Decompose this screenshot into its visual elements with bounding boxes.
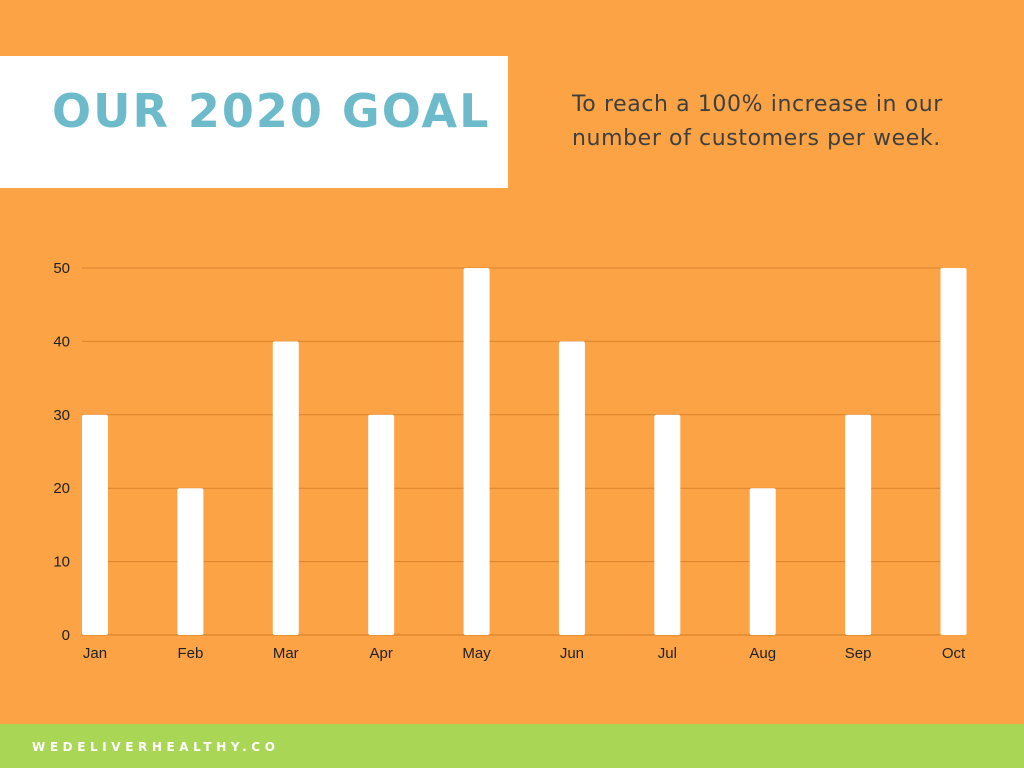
bar-apr bbox=[368, 414, 395, 635]
page-title: OUR 2020 GOAL bbox=[52, 84, 491, 138]
bar-jul bbox=[654, 414, 681, 635]
y-axis-ticks: 0 10 20 30 40 50 bbox=[53, 260, 70, 644]
subtitle: To reach a 100% increase in our number o… bbox=[572, 92, 943, 151]
bar-jun bbox=[558, 341, 585, 635]
bar-may bbox=[463, 268, 490, 635]
bar-aug bbox=[749, 488, 776, 635]
bar-jan bbox=[82, 414, 108, 635]
bars bbox=[82, 268, 967, 635]
y-tick-label: 40 bbox=[53, 333, 70, 350]
y-tick-label: 50 bbox=[53, 260, 70, 277]
y-tick-label: 20 bbox=[53, 480, 70, 497]
x-tick-label: May bbox=[462, 645, 491, 662]
x-tick-label: Jan bbox=[83, 645, 107, 662]
y-tick-label: 30 bbox=[53, 407, 70, 424]
bar-feb bbox=[177, 488, 204, 635]
x-tick-label: Mar bbox=[273, 645, 299, 662]
y-tick-label: 10 bbox=[53, 554, 70, 571]
bar-oct bbox=[940, 268, 967, 635]
footer-url: WEDELIVERHEALTHY.CO bbox=[32, 740, 280, 754]
x-tick-label: Jun bbox=[560, 645, 584, 662]
gridlines bbox=[82, 267, 940, 636]
bar-mar bbox=[272, 341, 299, 635]
x-tick-label: Oct bbox=[942, 645, 966, 662]
x-tick-label: Sep bbox=[845, 645, 872, 662]
x-tick-label: Jul bbox=[658, 645, 677, 662]
x-tick-label: Aug bbox=[749, 645, 776, 662]
y-tick-label: 0 bbox=[62, 627, 70, 644]
title-box bbox=[0, 56, 508, 188]
x-tick-label: Apr bbox=[369, 645, 392, 662]
bar-sep bbox=[845, 414, 872, 635]
footer-band bbox=[0, 724, 1024, 768]
bar-chart: 0 10 20 30 40 50 Jan Feb Mar Apr May Jun Jul Aug Sep O… bbox=[53, 260, 967, 662]
x-tick-label: Feb bbox=[177, 645, 203, 662]
x-axis-ticks: Jan Feb Mar Apr May Jun Jul Aug Sep Oct bbox=[83, 645, 966, 662]
